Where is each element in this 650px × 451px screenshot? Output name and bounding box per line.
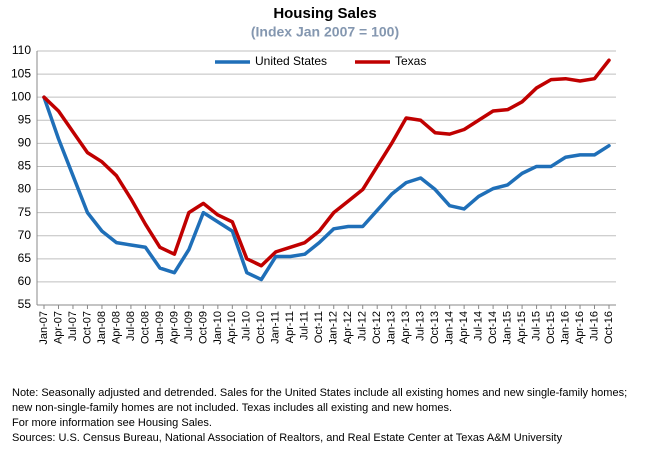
- x-tick-label: Jan-15: [501, 311, 513, 345]
- x-tick-label: Jan-07: [38, 311, 50, 345]
- x-tick-label: Jan-08: [96, 311, 108, 345]
- series-line: [42, 58, 611, 268]
- x-tick-label: Jan-10: [212, 311, 224, 345]
- x-tick-label: Jan-12: [328, 311, 340, 345]
- chart-subtitle: (Index Jan 2007 = 100): [251, 24, 399, 40]
- legend-label: Texas: [395, 54, 426, 68]
- x-tick-label: Apr-14: [458, 311, 470, 344]
- x-tick-label: Apr-09: [168, 311, 180, 344]
- x-tick-label: Oct-13: [429, 311, 441, 344]
- y-tick-label: 105: [11, 66, 31, 80]
- x-tick-label: Jul-14: [473, 311, 485, 341]
- y-tick-label: 90: [18, 136, 32, 150]
- x-tick-label: Apr-15: [516, 311, 528, 344]
- x-tick-label: Jul-15: [530, 311, 542, 341]
- x-tick-label: Apr-10: [226, 311, 238, 344]
- x-tick-label: Jan-16: [559, 311, 571, 345]
- x-tick-label: Jul-10: [241, 311, 253, 341]
- x-tick-label: Apr-16: [574, 311, 586, 344]
- x-tick-label: Jul-11: [299, 311, 311, 340]
- y-tick-label: 60: [18, 274, 32, 288]
- x-tick-label: Oct-07: [81, 311, 93, 344]
- x-tick-label: Oct-10: [255, 311, 267, 344]
- y-tick-label: 85: [18, 159, 32, 173]
- x-tick-label: Jan-13: [386, 311, 398, 345]
- x-tick-label: Oct-14: [487, 311, 499, 344]
- x-tick-label: Oct-08: [139, 311, 151, 344]
- x-tick-label: Jul-07: [67, 311, 79, 341]
- x-tick-label: Jul-08: [125, 311, 137, 341]
- y-tick-label: 80: [18, 182, 32, 196]
- x-tick-label: Oct-15: [545, 311, 557, 344]
- x-tick-label: Jan-14: [444, 311, 456, 345]
- note: For more information see Housing Sales.: [12, 417, 212, 429]
- x-tick-label: Oct-12: [371, 311, 383, 344]
- series-line: [42, 95, 611, 282]
- x-tick-label: Apr-12: [342, 311, 354, 344]
- x-tick-label: Apr-07: [52, 311, 64, 344]
- y-tick-label: 70: [18, 228, 32, 242]
- x-tick-label: Jul-13: [415, 311, 427, 341]
- y-tick-label: 110: [12, 43, 31, 57]
- note: Sources: U.S. Census Bureau, National As…: [12, 432, 563, 444]
- y-tick-label: 55: [18, 297, 32, 311]
- x-tick-label: Jul-16: [588, 311, 600, 341]
- y-tick-label: 100: [11, 89, 31, 103]
- x-tick-label: Jul-12: [357, 311, 369, 341]
- x-tick-label: Jul-09: [183, 311, 195, 341]
- x-tick-label: Jan-11: [270, 311, 282, 344]
- x-tick-label: Apr-08: [110, 311, 122, 344]
- x-tick-label: Oct-11: [313, 311, 325, 343]
- x-tick-label: Jan-09: [154, 311, 166, 345]
- x-tick-label: Oct-16: [603, 311, 615, 344]
- note: Note: Seasonally adjusted and detrended.…: [12, 387, 627, 399]
- note: new non-single-family homes are not incl…: [12, 402, 452, 414]
- x-tick-label: Apr-11: [284, 311, 296, 343]
- legend-label: United States: [255, 54, 327, 68]
- x-tick-label: Oct-09: [197, 311, 209, 344]
- y-tick-label: 75: [18, 205, 32, 219]
- x-tick-label: Apr-13: [400, 311, 412, 344]
- chart-title: Housing Sales: [273, 5, 376, 22]
- y-tick-label: 95: [18, 112, 32, 126]
- y-tick-label: 65: [18, 251, 32, 265]
